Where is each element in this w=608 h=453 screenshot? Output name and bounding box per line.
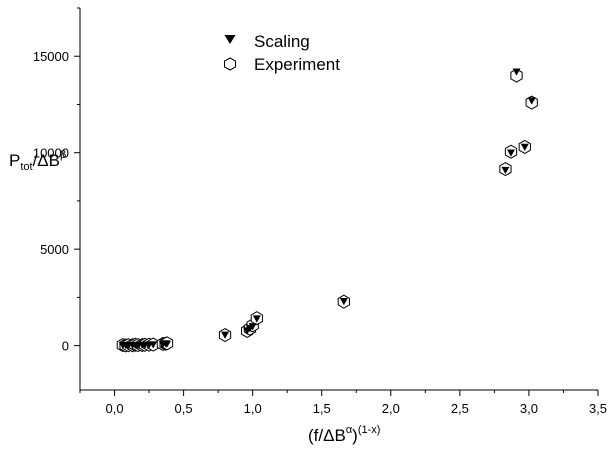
legend: Scaling Experiment (224, 32, 340, 74)
y-tick-label: 10000 (33, 146, 69, 161)
x-tick-label: 2,0 (382, 401, 400, 416)
legend-experiment-label: Experiment (254, 55, 340, 74)
x-tick-label: 1,5 (313, 401, 331, 416)
x-tick-label: 3,5 (589, 401, 607, 416)
y-title-sup: β (60, 149, 66, 161)
scaling-point (501, 166, 510, 175)
x-axis-title: (f/ΔBα)(1-x) (308, 424, 380, 445)
scaling-point (506, 149, 515, 157)
x-tick-label: 2,5 (451, 401, 469, 416)
legend-scaling-marker (224, 35, 236, 44)
data-points (116, 68, 538, 353)
y-tick-label: 5000 (40, 242, 69, 257)
x-title-close: ) (352, 426, 358, 445)
x-tick-label: 0,0 (105, 401, 123, 416)
legend-scaling-label: Scaling (254, 32, 310, 51)
y-title-sub: tot (20, 161, 32, 173)
x-title-sup2: (1-x) (358, 424, 381, 436)
x-tick-label: 0,5 (175, 401, 193, 416)
x-title-main: (f/ΔB (308, 426, 346, 445)
axes (79, 8, 598, 391)
x-axis-ticks: 0,0 0,5 1,0 1,5 2,0 2,5 3,0 3,5 (79, 390, 607, 416)
scaling-point (520, 143, 529, 151)
y-tick-label: 15000 (33, 49, 69, 64)
y-axis-title: Ptot/ΔBβ (9, 149, 66, 173)
scaling-point (512, 68, 521, 76)
scaling-point (248, 323, 257, 331)
y-title-main: P (9, 151, 20, 170)
scaling-point (527, 97, 536, 105)
x-tick-label: 3,0 (520, 401, 538, 416)
scaling-point (163, 340, 172, 348)
scaling-point (149, 341, 158, 349)
y-tick-label: 0 (62, 339, 69, 354)
y-axis-ticks: 0 5000 10000 15000 (33, 7, 80, 354)
y-title-mid: /ΔB (33, 151, 60, 170)
x-title-sup1: α (346, 424, 353, 436)
legend-experiment-marker (224, 57, 236, 71)
scaling-point (221, 331, 230, 339)
x-tick-label: 1,0 (244, 401, 262, 416)
scaling-point (339, 298, 348, 306)
scaling-point (252, 315, 261, 323)
